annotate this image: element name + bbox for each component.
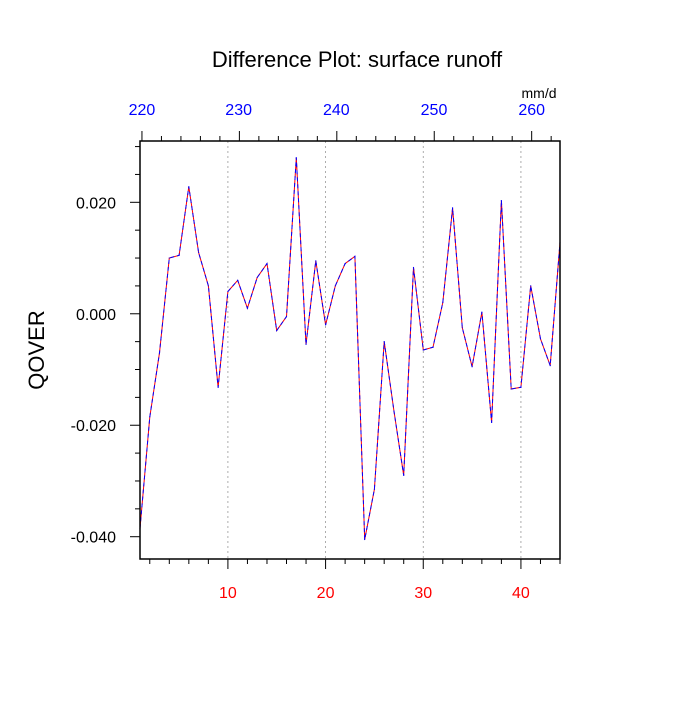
data-point — [344, 263, 346, 265]
bottom-tick-label: 10 — [219, 585, 237, 602]
data-point — [324, 324, 327, 326]
data-point — [442, 302, 444, 304]
bottom-tick-label: 20 — [317, 585, 335, 602]
left-tick-label: -0.040 — [71, 530, 116, 547]
data-point — [256, 276, 258, 279]
data-point — [217, 386, 219, 388]
data-point — [549, 365, 551, 367]
left-tick-label: 0.000 — [76, 307, 116, 324]
data-point — [364, 538, 366, 541]
data-point — [510, 388, 512, 390]
chart-title: Difference Plot: surface runoff — [212, 47, 503, 72]
data-point — [354, 255, 356, 257]
data-point — [315, 260, 317, 262]
data-point — [393, 410, 395, 412]
data-point — [207, 285, 209, 287]
data-point — [422, 349, 424, 351]
tick-marks — [130, 131, 561, 569]
data-point — [266, 263, 268, 265]
data-point — [500, 200, 502, 202]
data-point — [178, 254, 180, 256]
data-point — [149, 416, 151, 418]
data-point — [403, 474, 405, 476]
data-point — [383, 341, 385, 343]
tick-labels: 10 20 30 40 220 230 240 250 260 0.020 0.000 -0.020 -… — [71, 102, 545, 602]
data-point — [285, 315, 288, 318]
top-tick-label: 250 — [421, 102, 448, 119]
data-point — [295, 157, 297, 159]
left-tick-label: 0.020 — [76, 195, 116, 212]
data-point — [530, 285, 532, 287]
units-label: mm/d — [522, 85, 557, 101]
data-point — [539, 338, 542, 340]
series-line-red — [139, 157, 561, 540]
data-point — [227, 290, 229, 293]
data-point — [491, 421, 493, 424]
data-point — [188, 186, 190, 188]
data-point — [373, 488, 376, 490]
data-point — [451, 207, 454, 209]
data-point — [481, 311, 483, 313]
grid-lines — [227, 141, 522, 559]
data-point — [471, 366, 473, 368]
data-point — [237, 279, 239, 281]
series-layer — [139, 157, 561, 541]
series-line-blue — [139, 157, 561, 540]
top-tick-label: 240 — [323, 102, 350, 119]
bottom-tick-label: 40 — [512, 585, 530, 602]
data-point — [305, 343, 307, 346]
plot-frame — [139, 140, 561, 560]
data-point — [168, 257, 170, 259]
data-point — [432, 346, 434, 348]
data-point — [520, 386, 522, 388]
left-tick-label: -0.020 — [71, 418, 116, 435]
data-point — [158, 352, 161, 354]
data-point — [461, 327, 463, 329]
data-point — [246, 307, 249, 309]
data-point — [198, 251, 200, 254]
top-tick-label: 230 — [225, 102, 252, 119]
bottom-tick-label: 30 — [414, 585, 432, 602]
data-point — [276, 329, 278, 332]
y-axis-label: QOVER — [24, 310, 49, 389]
top-tick-label: 260 — [518, 102, 545, 119]
top-tick-label: 220 — [129, 102, 156, 119]
data-point — [334, 285, 336, 287]
data-point — [412, 266, 415, 269]
